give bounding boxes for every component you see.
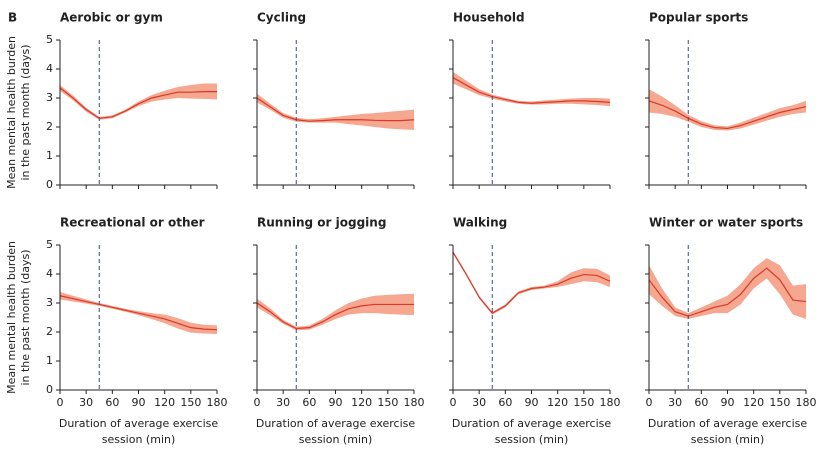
line (648, 267, 807, 317)
x-tick-label: 60 (105, 396, 119, 409)
y-tick-label: 1 (46, 354, 53, 367)
confidence-band (257, 93, 414, 130)
x-tick-label: 0 (57, 396, 64, 409)
x-tick-label: 30 (668, 396, 682, 409)
line (59, 295, 218, 331)
panel-title: Household (453, 11, 525, 25)
line (452, 77, 611, 104)
y-tick-label: 5 (46, 238, 53, 251)
x-tick-label: 90 (132, 396, 146, 409)
x-tick-label: 150 (180, 396, 201, 409)
y-tick-label: 2 (46, 120, 53, 133)
x-tick-label: 90 (525, 396, 539, 409)
x-tick-label: 90 (721, 396, 735, 409)
x-axis-label: session (min) (691, 433, 765, 446)
x-tick-label: 180 (600, 396, 621, 409)
y-tick-label: 0 (46, 383, 53, 396)
x-tick-label: 30 (276, 396, 290, 409)
y-axis-label: in the past month (days) (19, 44, 32, 180)
panel-title: Winter or water sports (649, 216, 803, 230)
y-axis-label: in the past month (days) (19, 249, 32, 385)
line (59, 87, 217, 119)
y-axis-label: Mean mental health burden (5, 36, 18, 189)
y-tick-label: 0 (46, 178, 53, 191)
x-tick-label: 180 (207, 396, 228, 409)
x-tick-label: 0 (646, 396, 653, 409)
x-axis-label: Duration of average exercise (648, 417, 808, 430)
confidence-band (649, 258, 806, 319)
x-tick-label: 180 (404, 396, 425, 409)
line (256, 302, 414, 330)
x-tick-label: 120 (154, 396, 175, 409)
x-axis-label: Duration of average exercise (59, 417, 219, 430)
y-tick-label: 4 (46, 267, 53, 280)
x-tick-label: 120 (351, 396, 372, 409)
x-tick-label: 30 (79, 396, 93, 409)
line (256, 97, 415, 122)
x-tick-label: 150 (377, 396, 398, 409)
x-tick-label: 60 (498, 396, 512, 409)
x-tick-label: 0 (450, 396, 457, 409)
panel-title: Running or jogging (257, 216, 386, 230)
x-tick-label: 90 (329, 396, 343, 409)
x-axis-label: Duration of average exercise (452, 417, 612, 430)
panel-title: Walking (453, 216, 507, 230)
panel-title: Aerobic or gym (60, 11, 163, 25)
y-tick-label: 3 (46, 91, 53, 104)
y-tick-label: 3 (46, 296, 53, 309)
y-tick-label: 4 (46, 62, 53, 75)
y-tick-label: 1 (46, 149, 53, 162)
line (648, 100, 807, 130)
x-axis-label: Duration of average exercise (256, 417, 416, 430)
y-tick-label: 5 (46, 33, 53, 46)
x-tick-label: 60 (302, 396, 316, 409)
panel-title: Popular sports (649, 11, 748, 25)
x-tick-label: 120 (743, 396, 764, 409)
x-axis-label: session (min) (102, 433, 176, 446)
confidence-band (60, 83, 217, 120)
panel-title: Recreational or other (60, 216, 205, 230)
x-tick-label: 150 (573, 396, 594, 409)
confidence-band (257, 293, 414, 331)
x-axis-label: session (min) (299, 433, 373, 446)
x-axis-label: session (min) (495, 433, 569, 446)
line (452, 251, 611, 314)
panel-label: B (8, 11, 17, 25)
x-tick-label: 180 (796, 396, 817, 409)
x-tick-label: 60 (694, 396, 708, 409)
x-tick-label: 0 (254, 396, 261, 409)
y-axis-label: Mean mental health burden (5, 241, 18, 394)
x-tick-label: 30 (472, 396, 486, 409)
x-tick-label: 150 (769, 396, 790, 409)
y-tick-label: 2 (46, 325, 53, 338)
confidence-band (453, 250, 610, 315)
panel-title: Cycling (257, 11, 306, 25)
x-tick-label: 120 (547, 396, 568, 409)
